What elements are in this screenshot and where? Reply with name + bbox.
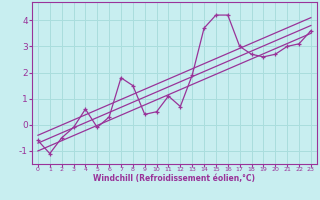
- X-axis label: Windchill (Refroidissement éolien,°C): Windchill (Refroidissement éolien,°C): [93, 174, 255, 183]
